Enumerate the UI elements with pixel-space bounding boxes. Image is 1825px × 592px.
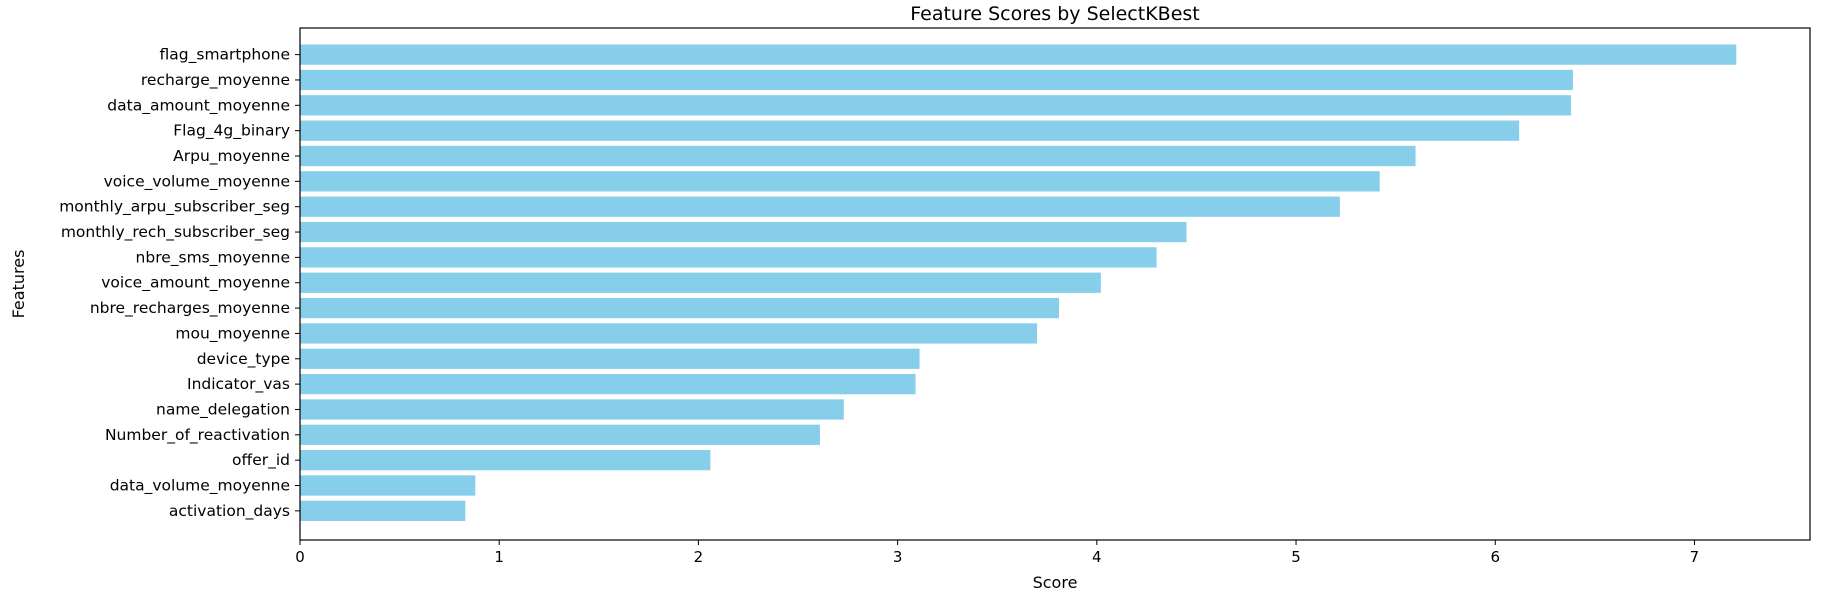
x-tick-label: 3 [893,548,903,566]
y-tick-label: data_volume_moyenne [110,477,290,496]
bar-nbre-sms-moyenne [300,247,1157,268]
bar-flag-smartphone [300,44,1737,65]
bar-recharge-moyenne [300,69,1573,91]
y-tick-label: monthly_arpu_subscriber_seg [59,198,290,217]
bar-data-volume-moyenne [300,475,476,496]
y-tick-label: Flag_4g_binary [173,122,290,141]
plot-frame [299,27,1811,541]
chart-title: Feature Scores by SelectKBest [910,3,1199,25]
bar-voice-amount-moyenne [300,272,1101,293]
x-tick-label: 0 [295,548,305,566]
bar-name-delegation [300,399,844,420]
y-tick-label: device_type [197,350,290,369]
bar-mou-moyenne [300,323,1038,344]
bar-flag-4g-binary [300,120,1520,141]
bar-data-amount-moyenne [300,95,1571,116]
y-tick-label: mou_moyenne [175,324,290,343]
y-tick-label: data_amount_moyenne [107,96,290,115]
x-axis-label: Score [1033,573,1078,592]
category-labels: flag_smartphone recharge_moyenne data_amou… [59,46,300,521]
y-tick-label: Arpu_moyenne [173,147,290,166]
y-tick-label: voice_amount_moyenne [101,274,290,293]
y-tick-label: monthly_rech_subscriber_seg [61,223,290,242]
bar-device-type [300,348,920,369]
y-tick-label: flag_smartphone [160,46,290,65]
y-tick-label: nbre_recharges_moyenne [90,299,290,318]
y-tick-label: nbre_sms_moyenne [136,248,290,267]
y-tick-label: Number_of_reactivation [105,426,290,445]
bar-voice-volume-moyenne [300,171,1380,192]
y-tick-label: recharge_moyenne [141,71,290,90]
y-tick-label: offer_id [232,451,290,470]
y-tick-label: Indicator_vas [187,375,290,394]
y-tick-label: activation_days [169,502,290,521]
bar-arpu-moyenne [300,145,1416,167]
bar-monthly-rech-subscriber-seg [300,221,1187,243]
bar-monthly-arpu-subscriber-seg [300,196,1340,217]
y-axis-label: Features [9,250,28,319]
x-tick-label: 5 [1291,548,1301,566]
x-axis-ticks: 0 1 2 3 4 5 6 7 [295,540,1699,566]
x-tick-label: 4 [1092,548,1102,566]
bar-offer-id [300,450,711,471]
y-tick-label: voice_volume_moyenne [104,172,290,191]
bar-nbre-recharges-moyenne [300,297,1059,319]
x-tick-label: 6 [1490,548,1500,566]
x-tick-label: 1 [494,548,504,566]
x-tick-label: 2 [694,548,704,566]
bar-number-of-reactivation [300,424,820,445]
bar-activation-days [300,500,466,521]
x-tick-label: 7 [1690,548,1700,566]
bars-group [300,44,1737,521]
bar-indicator-vas [300,373,916,395]
y-tick-label: name_delegation [156,400,290,419]
